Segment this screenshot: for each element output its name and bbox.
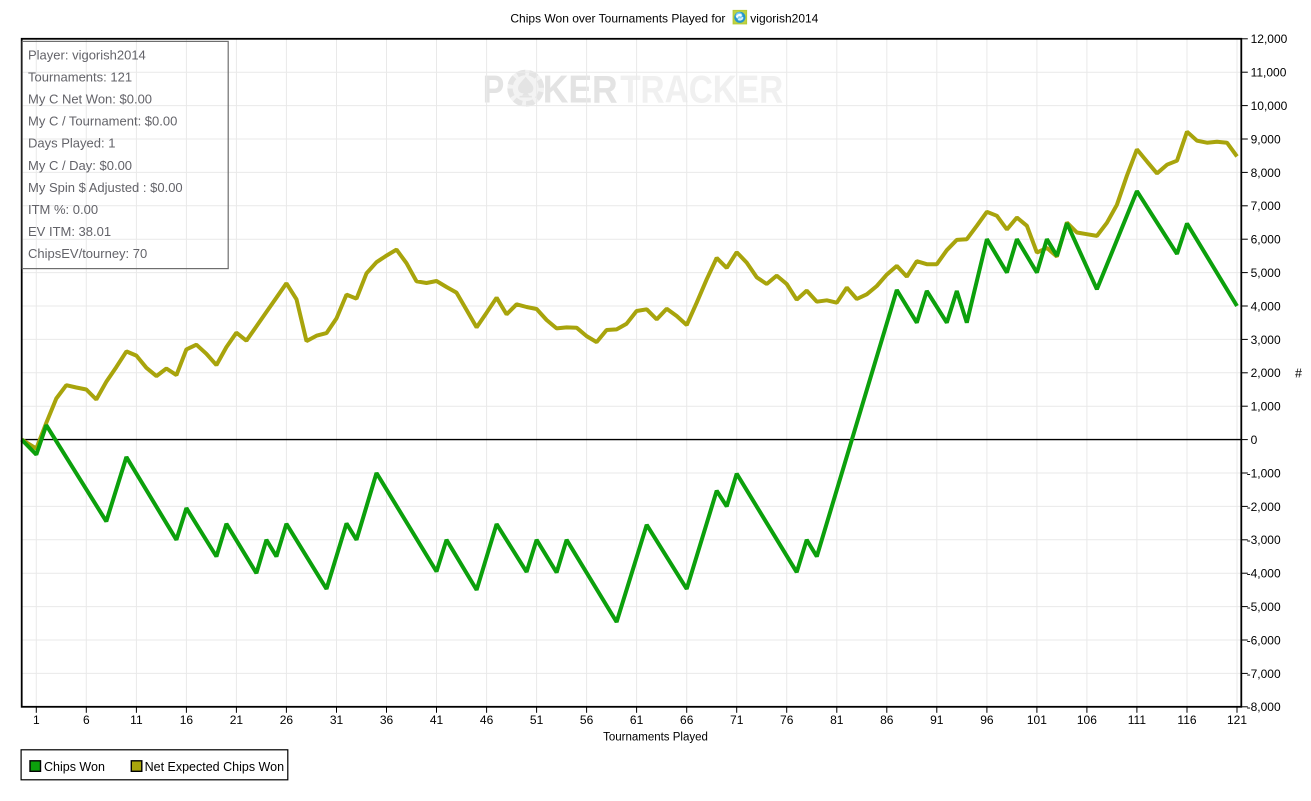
svg-text:Chips Won: Chips Won <box>44 760 105 774</box>
svg-text:6,000: 6,000 <box>1251 233 1281 247</box>
svg-text:36: 36 <box>380 713 394 727</box>
svg-text:EV ITM: 38.01: EV ITM: 38.01 <box>28 224 111 239</box>
svg-text:111: 111 <box>1128 713 1147 727</box>
svg-text:-7,000: -7,000 <box>1247 667 1281 681</box>
svg-text:Tournaments: 121: Tournaments: 121 <box>28 70 132 85</box>
svg-text:-5,000: -5,000 <box>1247 600 1281 614</box>
svg-text:46: 46 <box>480 713 494 727</box>
svg-text:P: P <box>483 69 505 112</box>
svg-text:My C / Day: $0.00: My C / Day: $0.00 <box>28 158 132 173</box>
svg-text:16: 16 <box>180 713 194 727</box>
svg-text:Net Expected Chips Won: Net Expected Chips Won <box>145 760 284 774</box>
svg-text:-8,000: -8,000 <box>1247 700 1281 714</box>
svg-text:121: 121 <box>1227 713 1247 727</box>
svg-text:-4,000: -4,000 <box>1247 567 1281 581</box>
svg-text:96: 96 <box>980 713 994 727</box>
svg-text:-2,000: -2,000 <box>1247 500 1281 514</box>
svg-text:#: # <box>1295 367 1302 381</box>
svg-text:21: 21 <box>230 713 244 727</box>
svg-text:101: 101 <box>1027 713 1047 727</box>
svg-text:-1,000: -1,000 <box>1247 466 1281 480</box>
svg-text:6: 6 <box>83 713 90 727</box>
svg-text:3,000: 3,000 <box>1251 333 1281 347</box>
svg-text:5,000: 5,000 <box>1251 266 1281 280</box>
svg-text:31: 31 <box>330 713 344 727</box>
svg-text:1: 1 <box>33 713 40 727</box>
svg-text:11: 11 <box>130 713 143 727</box>
svg-text:76: 76 <box>780 713 794 727</box>
svg-text:-6,000: -6,000 <box>1247 633 1281 647</box>
svg-text:-3,000: -3,000 <box>1247 533 1281 547</box>
svg-text:71: 71 <box>730 713 744 727</box>
svg-text:56: 56 <box>580 713 594 727</box>
svg-text:My C / Tournament: $0.00: My C / Tournament: $0.00 <box>28 114 177 129</box>
svg-text:12,000: 12,000 <box>1251 32 1288 46</box>
svg-text:10,000: 10,000 <box>1251 99 1288 113</box>
svg-text:11,000: 11,000 <box>1251 66 1287 80</box>
svg-text:66: 66 <box>680 713 694 727</box>
svg-text:ChipsEV/tourney: 70: ChipsEV/tourney: 70 <box>28 246 147 261</box>
svg-text:91: 91 <box>930 713 944 727</box>
svg-text:86: 86 <box>880 713 894 727</box>
svg-text:ITM %: 0.00: ITM %: 0.00 <box>28 202 98 217</box>
svg-text:26: 26 <box>280 713 294 727</box>
svg-text:51: 51 <box>530 713 544 727</box>
svg-text:Chips Won over Tournaments Pla: Chips Won over Tournaments Played for <box>510 12 725 26</box>
svg-text:Player: vigorish2014: Player: vigorish2014 <box>28 48 146 63</box>
svg-text:0: 0 <box>1251 433 1258 447</box>
svg-text:116: 116 <box>1177 713 1196 727</box>
svg-text:9,000: 9,000 <box>1251 132 1281 146</box>
svg-text:8,000: 8,000 <box>1251 166 1281 180</box>
svg-text:Tournaments Played: Tournaments Played <box>603 732 708 744</box>
svg-text:7,000: 7,000 <box>1251 199 1281 213</box>
svg-text:4,000: 4,000 <box>1251 299 1281 313</box>
svg-text:81: 81 <box>830 713 844 727</box>
svg-text:41: 41 <box>430 713 444 727</box>
svg-text:106: 106 <box>1077 713 1097 727</box>
svg-text:vigorish2014: vigorish2014 <box>750 12 818 26</box>
svg-text:TRACKER: TRACKER <box>620 69 783 112</box>
svg-text:My C Net Won: $0.00: My C Net Won: $0.00 <box>28 92 152 107</box>
svg-text:2,000: 2,000 <box>1251 366 1281 380</box>
svg-text:KER: KER <box>543 69 618 112</box>
svg-text:My Spin $ Adjusted : $0.00: My Spin $ Adjusted : $0.00 <box>28 180 183 195</box>
svg-text:61: 61 <box>630 713 644 727</box>
svg-text:Days Played: 1: Days Played: 1 <box>28 136 115 151</box>
svg-text:1,000: 1,000 <box>1251 400 1281 414</box>
